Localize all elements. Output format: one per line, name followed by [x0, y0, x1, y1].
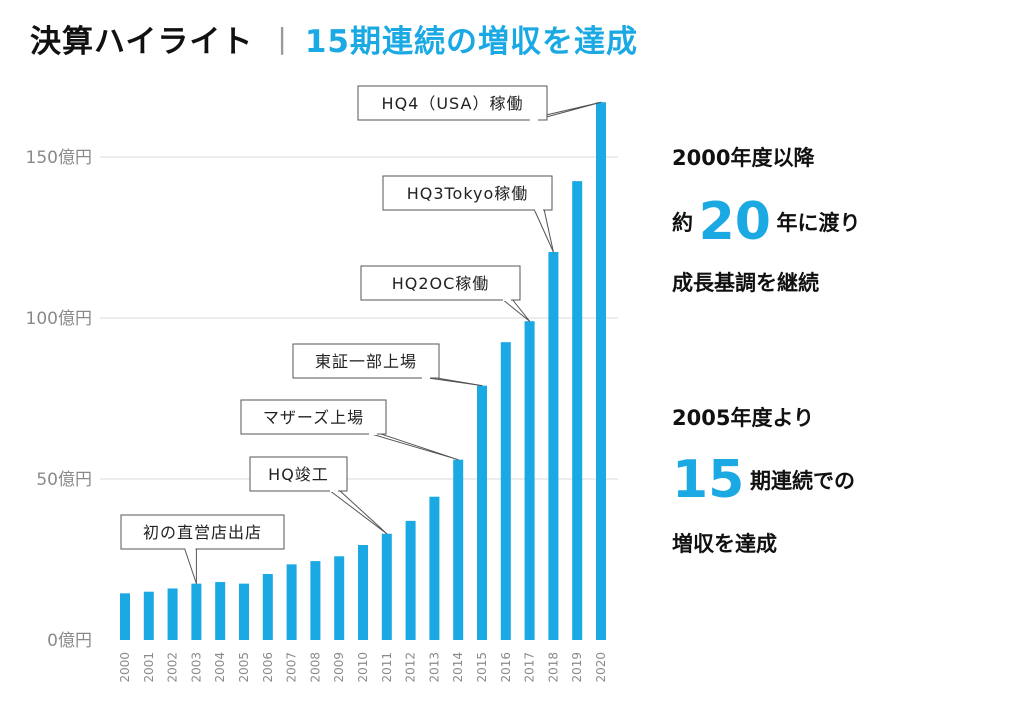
side-text: 期連続での [749, 469, 855, 493]
side-block1-line3: 成長基調を継続 [672, 267, 819, 297]
callout-box [249, 456, 348, 492]
bar [572, 181, 583, 640]
bar [262, 573, 273, 640]
side-text: 2000年度以降 [672, 146, 815, 170]
y-tick-label: 100億円 [26, 309, 92, 329]
callout-box [240, 399, 387, 435]
side-text: 約 [672, 211, 693, 235]
annotation-label: HQ3Tokyo稼働 [407, 184, 529, 203]
side-block2-line2: 15 期連続での [672, 450, 855, 510]
x-tick-label: 2006 [261, 652, 275, 683]
side-block1-line1: 2000年度以降 [672, 142, 814, 172]
bar [429, 496, 440, 640]
bar [477, 385, 487, 640]
bar [334, 556, 345, 640]
header: 決算ハイライト | 15期連続の増収を達成 [30, 8, 638, 68]
bar [405, 520, 416, 640]
bar [500, 342, 511, 640]
callout-box [357, 85, 548, 121]
bar [239, 583, 249, 640]
x-tick-label: 2005 [237, 652, 251, 683]
x-tick-label: 2004 [213, 652, 227, 683]
x-tick-label: 2008 [308, 652, 322, 683]
x-tick-label: 2012 [404, 652, 418, 683]
x-tick-label: 2018 [546, 652, 560, 683]
revenue-bar-chart: 0億円 50億円 100億円 150億円 2000 2001 2002 2003 2004 200… [26, 85, 618, 683]
x-tick-label: 2017 [523, 652, 537, 683]
callout-box [360, 265, 521, 301]
side-text: 増収を達成 [672, 532, 777, 556]
bar [215, 582, 226, 640]
x-tick-label: 2011 [380, 652, 394, 683]
side-block2-line1: 2005年度より [672, 402, 814, 432]
callout-box [382, 175, 553, 211]
x-tick-label: 2015 [475, 652, 489, 683]
x-tick-label: 2001 [142, 652, 156, 683]
y-tick-label: 50億円 [36, 470, 92, 490]
bar [310, 561, 321, 640]
callout-pointer [367, 432, 459, 461]
y-tick-label: 0億円 [47, 631, 92, 651]
side-text: 2005年度より [672, 406, 815, 430]
side-block2-line3: 増収を達成 [672, 528, 777, 558]
bar [286, 564, 297, 640]
x-tick-label: 2013 [427, 652, 441, 683]
page-subtitle: 15期連続の増収を達成 [304, 23, 638, 60]
annotation-label: HQ竣工 [268, 465, 329, 484]
x-tick-label: 2010 [356, 652, 370, 683]
x-tick-label: 2007 [285, 652, 299, 683]
bar [191, 583, 202, 640]
x-tick-label: 2016 [499, 652, 513, 683]
side-block1-line2: 約 20 年に渡り [672, 192, 861, 252]
x-tick-label: 2020 [594, 652, 608, 683]
bar [381, 533, 392, 640]
annotation-label: マザーズ上場 [263, 408, 364, 427]
callout-box [120, 514, 285, 550]
bar [167, 588, 178, 640]
annotation-label: 東証一部上場 [315, 352, 417, 371]
bar [548, 251, 559, 641]
y-tick-label: 150億円 [26, 148, 92, 168]
bar [358, 545, 368, 640]
highlight-number: 15 [672, 450, 745, 510]
callout-box [292, 343, 440, 379]
x-tick-label: 2003 [189, 652, 203, 683]
x-tick-label: 2014 [451, 652, 465, 683]
bar [453, 459, 464, 640]
side-text: 年に渡り [776, 211, 861, 235]
x-tick-label: 2019 [570, 652, 584, 683]
bar [524, 321, 535, 640]
bar [120, 593, 130, 640]
x-tick-label: 2002 [166, 652, 180, 683]
bar [143, 591, 154, 640]
x-tick-label: 2009 [332, 652, 346, 683]
callout-pointer [328, 489, 388, 535]
callout-pointer [183, 547, 197, 585]
page-title: 決算ハイライト [30, 23, 254, 60]
annotation-label: 初の直営店出店 [143, 523, 262, 542]
highlight-number: 20 [698, 192, 771, 252]
annotation-label: HQ2OC稼働 [392, 274, 490, 293]
annotation-label: HQ4（USA）稼働 [382, 94, 524, 113]
x-tick-label: 2000 [118, 652, 132, 683]
side-text: 成長基調を継続 [672, 271, 819, 295]
title-separator: | [277, 21, 287, 55]
bar [596, 102, 606, 640]
callout-pointer [533, 208, 554, 253]
